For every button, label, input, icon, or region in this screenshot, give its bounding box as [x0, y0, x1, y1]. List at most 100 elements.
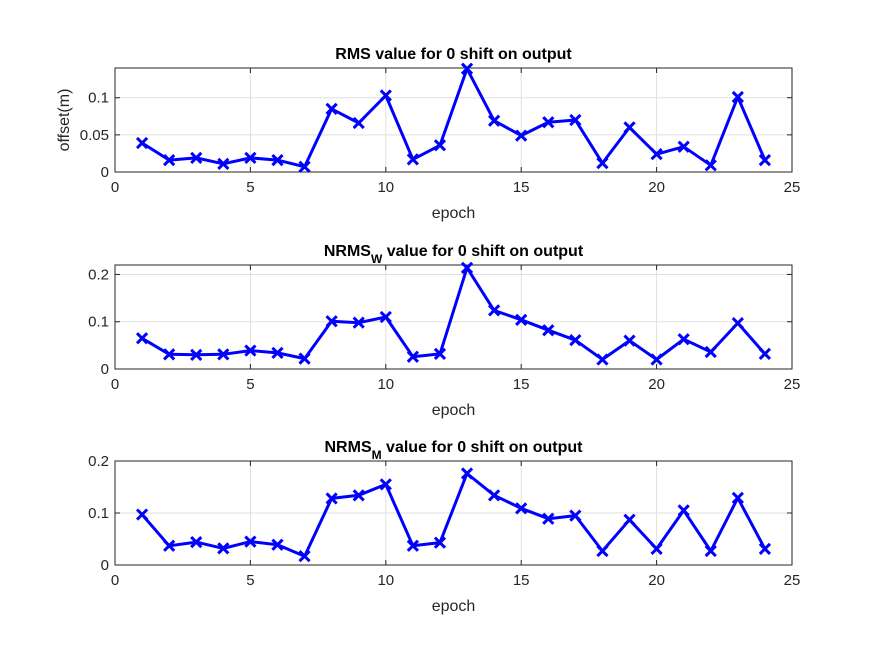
data-point: [244, 344, 257, 357]
data-point: [433, 139, 447, 152]
data-point: [569, 334, 582, 347]
data-point: [623, 334, 636, 347]
data-point: [298, 550, 311, 563]
x-tick-label: 20: [648, 376, 665, 393]
data-point: [271, 346, 284, 360]
data-point: [217, 157, 230, 170]
data-point: [731, 317, 744, 330]
x-axis-label: epoch: [432, 402, 476, 419]
x-tick-label: 0: [111, 179, 119, 196]
data-point: [677, 504, 690, 517]
data-point: [163, 539, 176, 552]
y-tick-label: 0: [101, 557, 109, 574]
data-point: [298, 352, 311, 365]
y-tick-label: 0: [101, 164, 109, 181]
data-point: [487, 304, 501, 317]
data-point: [487, 114, 501, 127]
series-line: [140, 472, 767, 558]
plot-area: [115, 68, 792, 172]
data-point: [406, 153, 420, 166]
x-tick-label: 5: [246, 572, 254, 589]
data-point: [325, 102, 338, 115]
x-tick-label: 20: [648, 179, 665, 196]
data-point: [650, 148, 663, 161]
subplot-2: 0 5 10 15 20 25 0 0.1 0.2 NRMSW value for 0 shift…: [88, 243, 800, 419]
y-tick-label: 0.1: [88, 505, 109, 522]
data-point: [352, 316, 365, 329]
data-point: [515, 313, 528, 326]
data-point: [135, 136, 149, 150]
data-point: [190, 348, 203, 361]
data-point: [677, 333, 690, 346]
series-line: [141, 67, 767, 169]
data-point: [352, 489, 365, 502]
x-tick-label: 10: [377, 572, 394, 589]
data-point: [379, 89, 392, 102]
x-tick-label: 5: [246, 179, 254, 196]
data-point: [325, 315, 338, 328]
chart-title-subscript: W: [371, 252, 383, 266]
axes-frame: [114, 264, 793, 370]
x-tick-label: 20: [648, 572, 665, 589]
subplot-1: 0 5 10 15 20 25 0 0.05 0.1 RMS value for 0 shift …: [56, 46, 800, 222]
data-point: [596, 353, 609, 366]
x-tick-label: 25: [784, 376, 801, 393]
data-point: [244, 535, 257, 548]
data-point: [190, 535, 203, 549]
data-point: [623, 513, 636, 526]
data-point: [758, 347, 772, 360]
data-point: [271, 153, 284, 167]
x-axis-label: epoch: [432, 205, 476, 222]
data-point: [542, 116, 555, 129]
x-tick-label: 25: [784, 572, 801, 589]
data-point: [515, 129, 528, 142]
data-point: [433, 536, 447, 549]
data-point: [677, 140, 690, 153]
data-point: [704, 345, 717, 359]
data-point: [244, 151, 257, 165]
chart-title: NRMSM value for 0 shift on output: [325, 439, 584, 462]
data-point: [460, 467, 474, 480]
data-point: [596, 544, 609, 558]
axes-frame: [114, 67, 793, 173]
data-point: [704, 544, 717, 558]
data-point: [190, 151, 203, 165]
chart-title-rest: value for 0 shift on output: [382, 439, 584, 456]
data-point: [325, 492, 338, 505]
data-point: [542, 512, 555, 525]
data-point: [650, 542, 663, 556]
x-tick-label: 15: [513, 376, 530, 393]
data-point: [650, 353, 663, 366]
data-point: [515, 502, 528, 515]
data-point: [379, 478, 392, 491]
data-point: [542, 324, 555, 337]
data-point: [487, 489, 501, 502]
chart-title-rest: value for 0 shift on output: [382, 243, 584, 260]
data-point: [271, 538, 284, 551]
x-tick-label: 15: [513, 572, 530, 589]
x-tick-label: 10: [377, 376, 394, 393]
data-point: [569, 113, 582, 127]
data-point: [298, 160, 311, 173]
y-tick-label: 0: [101, 361, 109, 378]
data-point: [460, 261, 474, 274]
x-tick-label: 0: [111, 572, 119, 589]
x-tick-label: 10: [377, 179, 394, 196]
data-point: [135, 508, 149, 521]
data-point: [731, 90, 744, 104]
data-point: [433, 347, 447, 360]
x-tick-label: 25: [784, 179, 801, 196]
data-point: [406, 350, 420, 363]
y-tick-label: 0.05: [80, 127, 109, 144]
data-point: [352, 116, 365, 130]
x-tick-label: 0: [111, 376, 119, 393]
data-point: [758, 542, 772, 556]
chart-title: RMS value for 0 shift on output: [335, 46, 572, 63]
x-tick-label: 5: [246, 376, 254, 393]
data-point: [379, 310, 392, 324]
y-tick-label: 0.2: [88, 453, 109, 470]
data-point: [758, 153, 772, 167]
chart-title-main: NRMS: [324, 243, 371, 260]
data-point: [163, 153, 176, 167]
